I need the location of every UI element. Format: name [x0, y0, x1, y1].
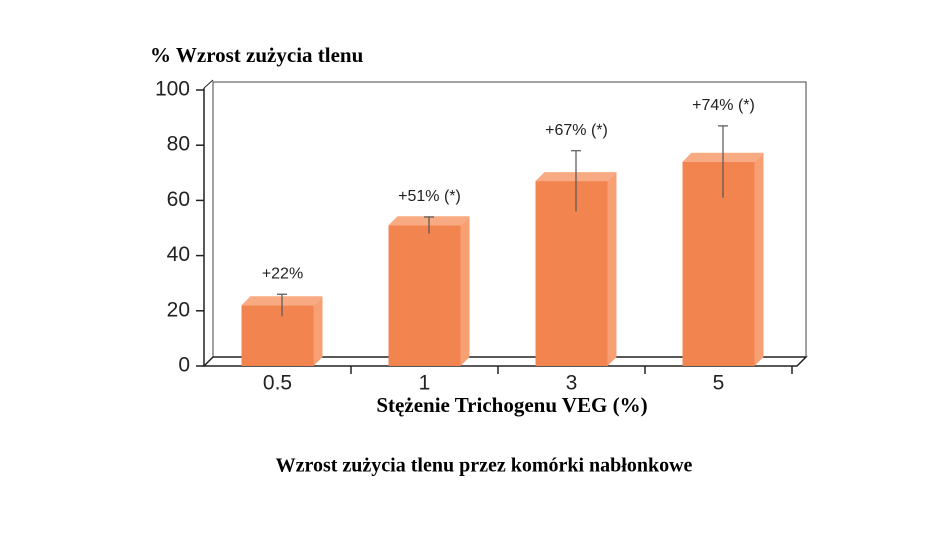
- value-label: +74% (*): [692, 97, 755, 114]
- x-tick-label: 5: [713, 372, 725, 395]
- bar: [535, 181, 608, 366]
- value-label: +22%: [262, 265, 303, 282]
- y-tick-label: 40: [167, 243, 190, 266]
- bar: [682, 161, 755, 366]
- value-label: +51% (*): [398, 188, 461, 205]
- bar: [241, 305, 314, 366]
- y-tick-label: 0: [178, 354, 190, 377]
- x-tick-label: 3: [566, 372, 578, 395]
- x-axis-label: Stężenie Trichogenu VEG (%): [376, 393, 647, 417]
- y-tick-label: 60: [167, 188, 190, 211]
- y-tick-label: 100: [155, 78, 190, 101]
- y-tick-label: 20: [167, 298, 190, 321]
- y-tick-label: 80: [167, 133, 190, 156]
- x-tick-label: 1: [419, 372, 431, 395]
- caption: Wzrost zużycia tlenu przez komórki nabło…: [276, 455, 693, 477]
- back-wall: [212, 81, 807, 357]
- bar-side: [607, 172, 617, 366]
- bar-side: [460, 216, 470, 366]
- y-axis-back: [203, 79, 214, 89]
- y-axis-label: % Wzrost zużycia tlenu: [150, 43, 364, 67]
- value-label: +67% (*): [545, 122, 608, 139]
- x-tick-label: 0.5: [263, 372, 292, 395]
- bar: [388, 225, 461, 366]
- bar-side: [313, 296, 323, 366]
- bar-side: [754, 152, 764, 366]
